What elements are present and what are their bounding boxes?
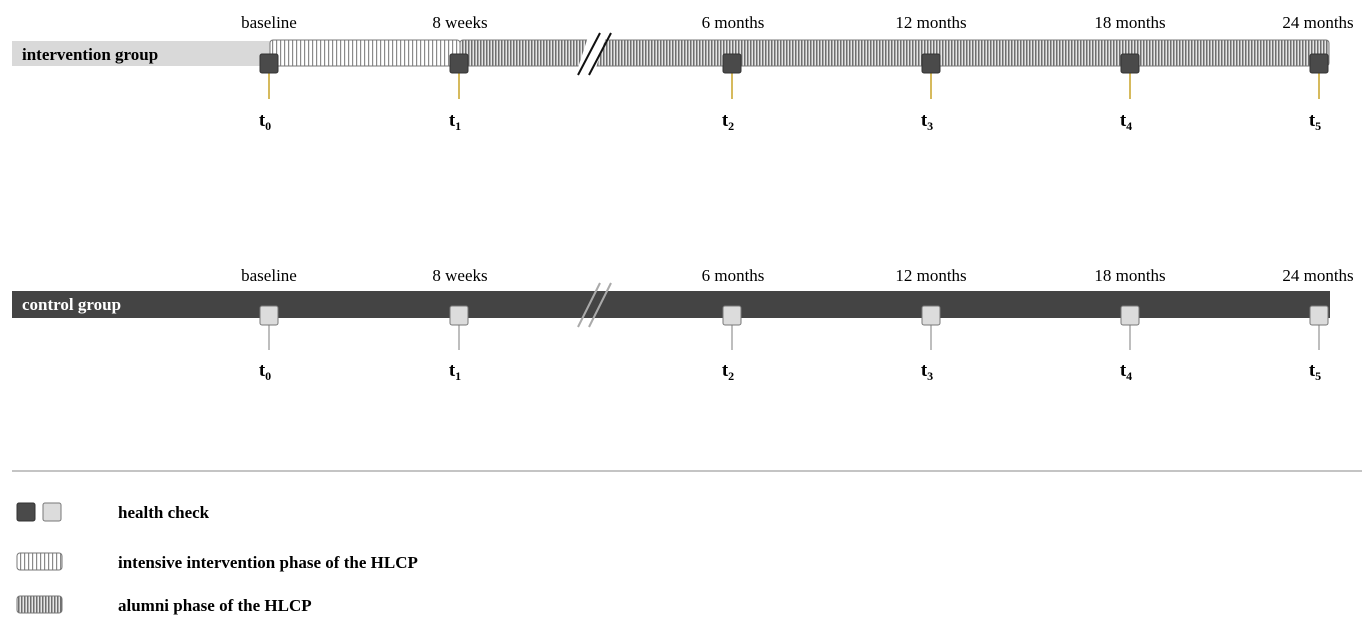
intervention-label-band bbox=[12, 41, 270, 66]
intervention-timepoint-symbol: t4 bbox=[1120, 110, 1132, 133]
alumni-phase-bar bbox=[459, 39, 1330, 67]
control-health-check-marker bbox=[449, 305, 469, 326]
control-group-label: control group bbox=[22, 295, 121, 314]
control-timepoint-symbol: t3 bbox=[921, 360, 933, 383]
control-timepoint-symbol: t2 bbox=[722, 360, 734, 383]
intervention-break-mark-1 bbox=[577, 32, 601, 76]
timepoint-t: t bbox=[921, 110, 928, 131]
intervention-group-label: intervention group bbox=[22, 45, 158, 64]
timepoint-t: t bbox=[259, 360, 266, 381]
timepoint-t: t bbox=[449, 110, 456, 131]
intervention-timepoint-label: 8 weeks bbox=[432, 13, 487, 32]
legend-alumni-label: alumni phase of the HLCP bbox=[118, 596, 312, 615]
legend-health-check-label: health check bbox=[118, 503, 210, 522]
control-health-check-marker bbox=[1309, 305, 1329, 326]
control-timepoint-label: 8 weeks bbox=[432, 266, 487, 285]
control-health-check-marker bbox=[921, 305, 941, 326]
intervention-timepoint-label: 6 months bbox=[702, 13, 765, 32]
timepoint-subscript: 5 bbox=[1315, 119, 1321, 133]
control-timepoint-label: 18 months bbox=[1094, 266, 1165, 285]
timepoint-subscript: 0 bbox=[265, 119, 271, 133]
timepoint-t: t bbox=[449, 360, 456, 381]
intervention-timepoint-symbol: t0 bbox=[259, 110, 271, 133]
legend-health-check-dark-swatch bbox=[16, 502, 36, 522]
timepoint-subscript: 3 bbox=[927, 119, 933, 133]
intervention-health-check-marker bbox=[1309, 53, 1329, 74]
timepoint-t: t bbox=[259, 110, 266, 131]
timepoint-t: t bbox=[1309, 110, 1316, 131]
control-timepoint-label: 24 months bbox=[1282, 266, 1353, 285]
intervention-timepoint-label: 12 months bbox=[895, 13, 966, 32]
control-timepoint-symbol: t0 bbox=[259, 360, 271, 383]
control-bar bbox=[12, 291, 1330, 318]
timepoint-subscript: 2 bbox=[728, 119, 734, 133]
control-group-row: control group bbox=[12, 282, 1330, 328]
control-timepoint-symbol: t1 bbox=[449, 360, 461, 383]
timepoint-subscript: 1 bbox=[455, 119, 461, 133]
intervention-timepoint-symbol: t1 bbox=[449, 110, 461, 133]
control-health-check-marker bbox=[1120, 305, 1140, 326]
intervention-timepoint-symbol: t5 bbox=[1309, 110, 1321, 133]
control-timepoint-label: baseline bbox=[241, 266, 297, 285]
control-health-check-marker bbox=[259, 305, 279, 326]
control-health-check-marker bbox=[722, 305, 742, 326]
control-timepoint-symbol: t4 bbox=[1120, 360, 1132, 383]
intensive-phase-bar bbox=[269, 39, 461, 67]
intervention-health-check-marker bbox=[259, 53, 279, 74]
intervention-health-check-marker bbox=[722, 53, 742, 74]
intervention-health-check-marker bbox=[921, 53, 941, 74]
intervention-timepoint-label: baseline bbox=[241, 13, 297, 32]
intervention-timepoint-symbol: t3 bbox=[921, 110, 933, 133]
timepoint-subscript: 5 bbox=[1315, 369, 1321, 383]
control-break-mark-2 bbox=[588, 282, 612, 328]
timepoint-subscript: 0 bbox=[265, 369, 271, 383]
control-timepoint-symbol: t5 bbox=[1309, 360, 1321, 383]
timepoint-t: t bbox=[1120, 110, 1127, 131]
timepoint-subscript: 3 bbox=[927, 369, 933, 383]
timepoint-subscript: 4 bbox=[1126, 369, 1132, 383]
timepoint-t: t bbox=[1120, 360, 1127, 381]
timepoint-t: t bbox=[1309, 360, 1316, 381]
intervention-group-row: intervention group bbox=[12, 32, 1330, 76]
control-timepoint-label: 6 months bbox=[702, 266, 765, 285]
timepoint-subscript: 4 bbox=[1126, 119, 1132, 133]
timepoint-subscript: 2 bbox=[728, 369, 734, 383]
legend: health check intensive intervention phas… bbox=[16, 502, 418, 615]
control-break-mark-1 bbox=[577, 282, 601, 328]
timepoint-t: t bbox=[722, 110, 729, 131]
legend-intensive-swatch bbox=[16, 552, 63, 571]
intervention-break-mark-2 bbox=[588, 32, 612, 76]
legend-alumni-swatch bbox=[16, 595, 63, 614]
intervention-health-check-marker bbox=[449, 53, 469, 74]
timepoint-t: t bbox=[921, 360, 928, 381]
intervention-timepoint-label: 24 months bbox=[1282, 13, 1353, 32]
legend-intensive-label: intensive intervention phase of the HLCP bbox=[118, 553, 418, 572]
intervention-timepoint-symbol: t2 bbox=[722, 110, 734, 133]
timepoint-subscript: 1 bbox=[455, 369, 461, 383]
intervention-health-check-marker bbox=[1120, 53, 1140, 74]
legend-health-check-light-swatch bbox=[42, 502, 62, 522]
intervention-timepoint-label: 18 months bbox=[1094, 13, 1165, 32]
control-timepoint-label: 12 months bbox=[895, 266, 966, 285]
timepoint-t: t bbox=[722, 360, 729, 381]
